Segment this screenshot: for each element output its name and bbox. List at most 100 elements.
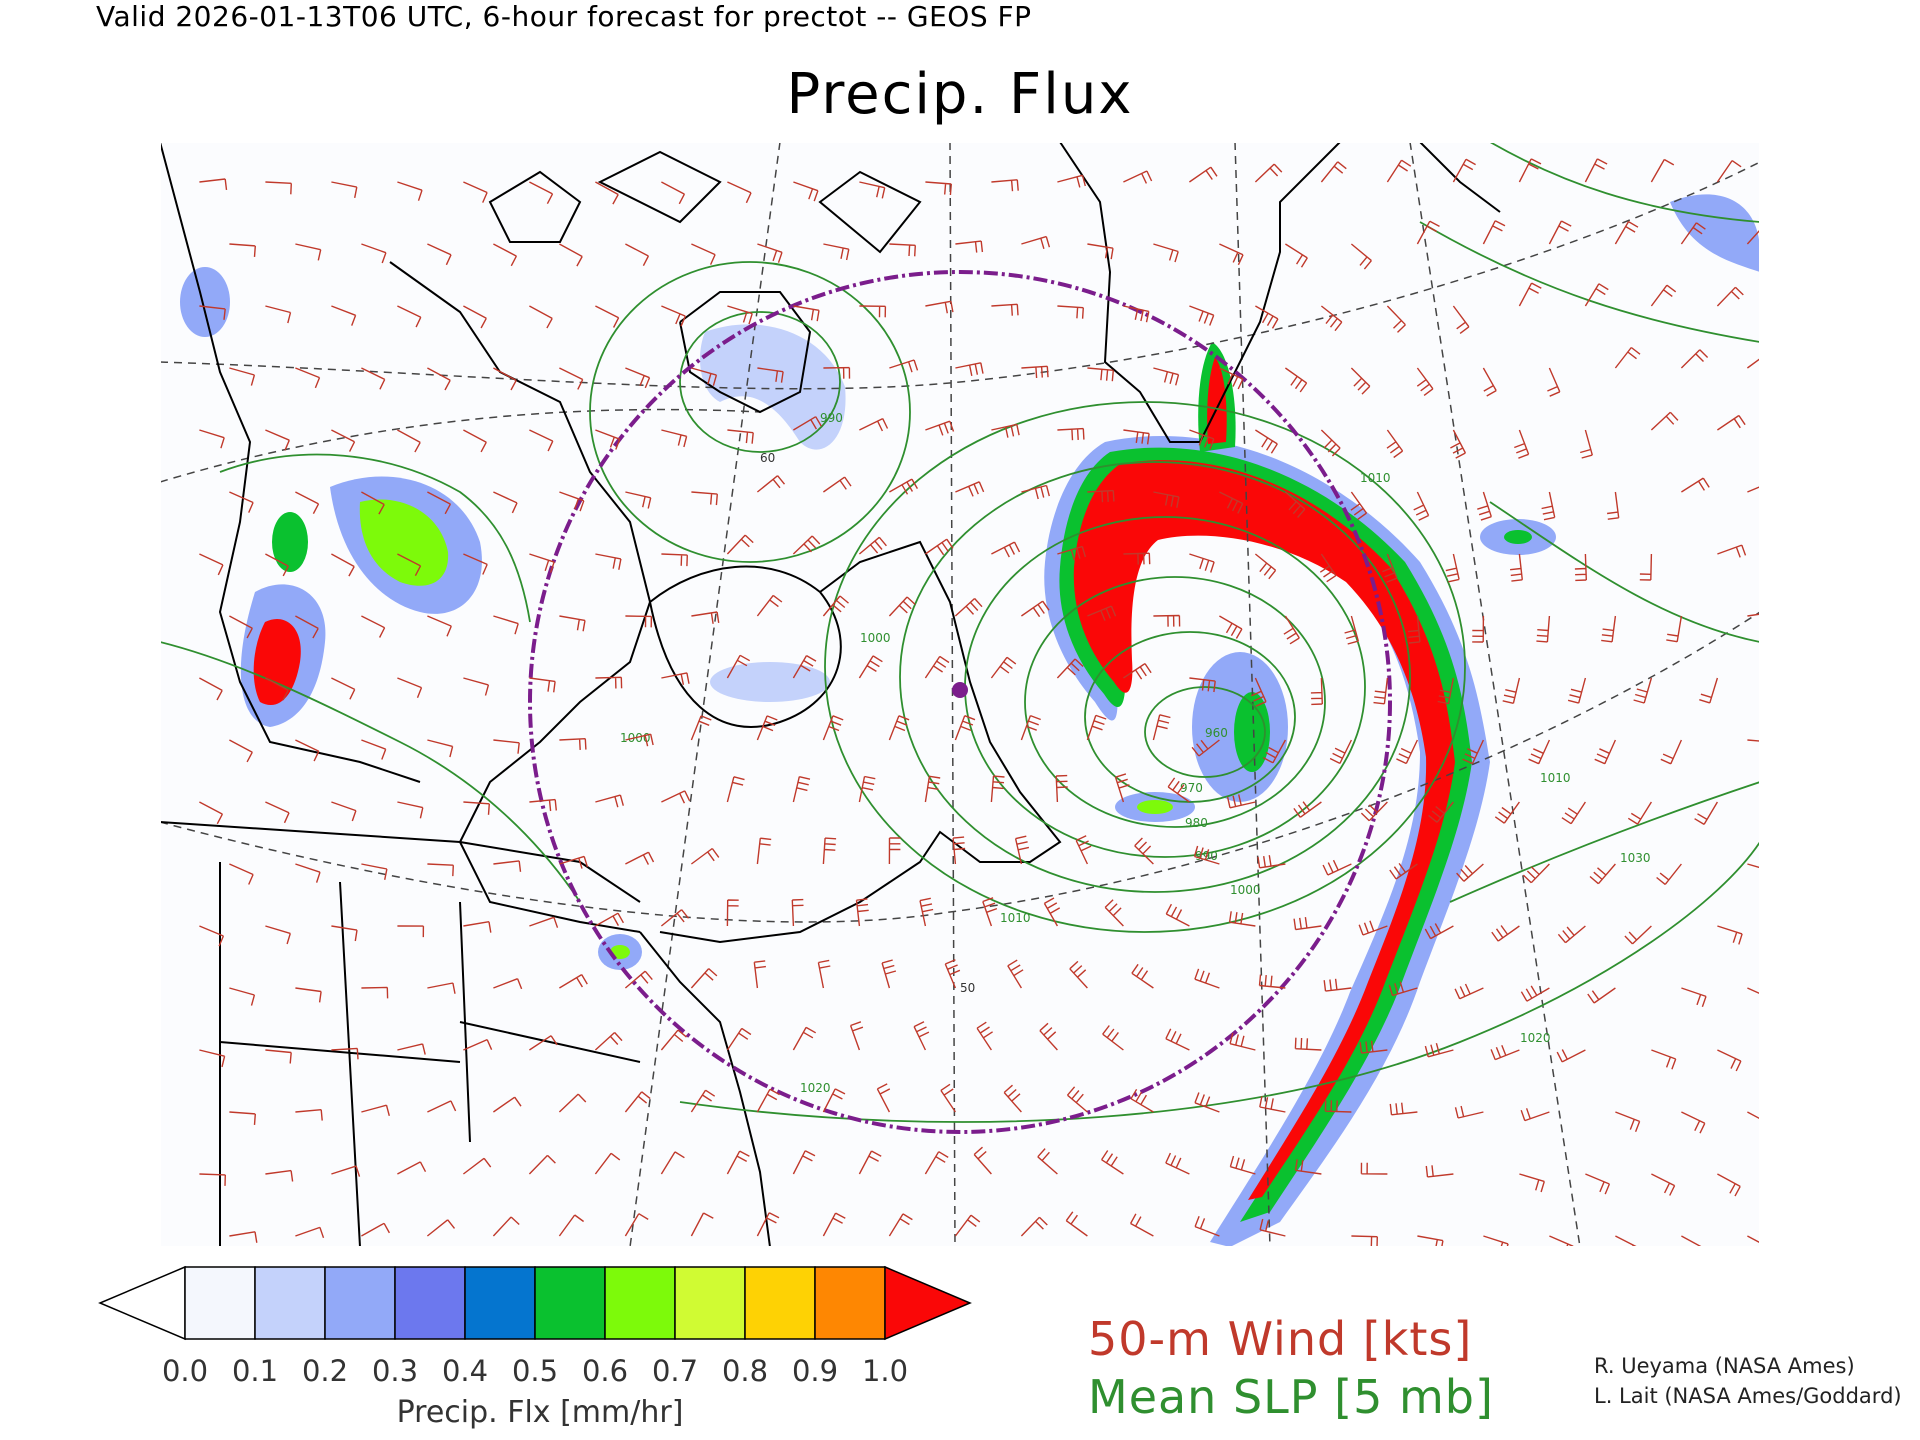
wind-barb: [1194, 968, 1220, 989]
wind-barb: [888, 596, 916, 617]
colorbar-tick: 0.1: [231, 1354, 279, 1388]
wind-barb: [295, 1109, 323, 1121]
wind-barb: [463, 553, 488, 575]
wind-barb: [595, 912, 625, 927]
coast-alaska: [160, 142, 421, 783]
wind-barb: [1043, 897, 1061, 927]
wind-barb: [463, 429, 487, 453]
wind-barb: [1285, 243, 1308, 268]
wind-barb: [1584, 283, 1609, 307]
wind-barb: [690, 847, 720, 865]
wind-barb: [1382, 553, 1398, 583]
wind-barb: [625, 367, 651, 389]
wind-barb: [397, 429, 421, 453]
wind-barb: [726, 776, 745, 803]
isobar-label: 980: [1185, 816, 1208, 830]
wind-barb: [1639, 553, 1653, 581]
wind-barb: [823, 366, 851, 379]
wind-barb: [529, 677, 556, 693]
grid-label: 50: [960, 981, 975, 995]
wind-barb: [199, 677, 223, 701]
wind-barb: [594, 1152, 621, 1175]
wind-barb: [265, 181, 292, 195]
isobar-label: 1000: [1230, 883, 1261, 897]
coast-greenland-ne: [1419, 142, 1501, 213]
wind-barb: [661, 181, 686, 205]
colorbar-box: [744, 1266, 816, 1340]
colorbar-tick: 0.5: [511, 1354, 559, 1388]
wind-barb: [1257, 855, 1286, 869]
colorbar-tick: 0.0: [161, 1354, 209, 1388]
wind-barb: [661, 790, 691, 804]
wind-barb: [756, 1088, 780, 1113]
wind-barb: [199, 305, 226, 320]
wind-barb: [991, 423, 1020, 438]
wind-barb: [1320, 161, 1347, 183]
wind-barb: [822, 715, 844, 741]
wind-barb: [1454, 983, 1484, 1000]
wind-barb: [1567, 677, 1587, 704]
wind-barb: [361, 1104, 390, 1116]
colorbar-boxes: [98, 1265, 972, 1341]
wind-barb: [331, 925, 358, 942]
wind-barb: [1130, 1088, 1154, 1113]
wind-barb: [295, 1226, 325, 1239]
wind-barb: [427, 739, 454, 758]
wind-barb: [624, 1091, 651, 1113]
isobar-1000: [899, 461, 1411, 893]
wind-barb: [1020, 714, 1041, 741]
wind-barb: [822, 1212, 846, 1237]
wind-barb: [361, 863, 388, 880]
wind-barb: [1556, 1049, 1586, 1063]
wind-barb: [924, 655, 950, 679]
wind-barb: [1087, 489, 1115, 503]
wind-barb: [726, 654, 751, 679]
wind-barb: [1329, 739, 1353, 765]
isobar-ne-990: [1489, 142, 1760, 223]
wind-barb: [361, 1222, 391, 1237]
wind-barb: [976, 1021, 993, 1051]
wind-barb: [1747, 613, 1760, 617]
wind-barb: [229, 863, 254, 885]
legend-wind: 50-m Wind [kts]: [1088, 1312, 1473, 1366]
wind-barb: [1075, 835, 1092, 865]
wind-barb: [823, 243, 850, 261]
isobar-label: 1030: [1620, 851, 1651, 865]
wind-barb: [1548, 220, 1572, 245]
wind-barb: [1039, 1022, 1058, 1051]
wind-barb: [1057, 305, 1084, 319]
wind-barb: [558, 1093, 587, 1113]
wind-barb: [1165, 903, 1190, 927]
wind-barb: [1153, 491, 1180, 508]
wind-barb: [1350, 367, 1371, 395]
wind-barb: [726, 534, 754, 555]
wind-barb: [594, 1031, 623, 1051]
wind-barb: [726, 1027, 752, 1051]
wind-barb: [1057, 545, 1087, 561]
wind-barb: [229, 243, 256, 257]
wind-barb: [295, 615, 319, 639]
wind-barb: [1386, 305, 1406, 333]
wind-barb: [925, 538, 954, 556]
wind-barb: [1386, 429, 1404, 459]
wind-barb: [265, 677, 289, 701]
wind-barb: [1189, 677, 1216, 693]
wind-barb: [1226, 794, 1256, 809]
wind-barb: [1520, 1108, 1550, 1122]
wind-barb: [1344, 615, 1359, 645]
wind-barb: [331, 305, 357, 326]
wind-barb: [691, 243, 716, 265]
wind-barb: [756, 594, 783, 617]
wind-barb: [1494, 801, 1520, 824]
wind-barb: [849, 1021, 864, 1051]
wind-barb: [757, 367, 784, 383]
wind-barb: [1574, 553, 1587, 582]
wind-barb: [1293, 917, 1322, 931]
wind-barb: [1681, 477, 1710, 493]
coast-greenland: [1059, 142, 1341, 443]
wind-barb: [1514, 429, 1530, 459]
wind-barb: [1131, 963, 1154, 989]
isobar-label: 1000: [860, 631, 891, 645]
wind-barb: [1123, 429, 1150, 445]
wind-barb: [822, 595, 849, 617]
